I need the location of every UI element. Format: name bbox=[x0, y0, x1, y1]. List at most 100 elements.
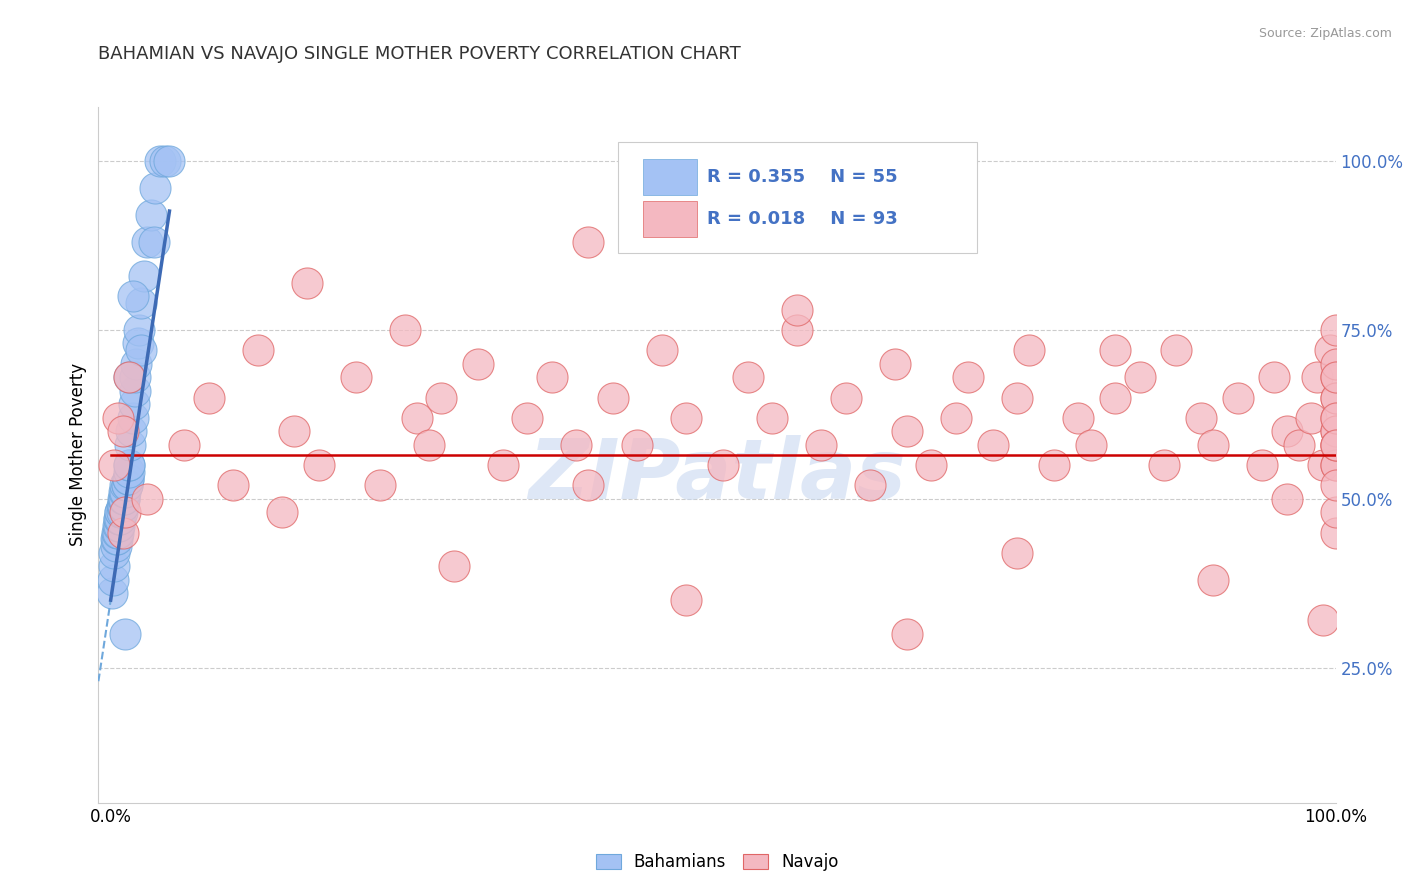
Point bbox=[136, 491, 159, 506]
Point bbox=[114, 485, 136, 500]
Point bbox=[118, 458, 141, 472]
Point bbox=[602, 391, 624, 405]
Text: BAHAMIAN VS NAVAJO SINGLE MOTHER POVERTY CORRELATION CHART: BAHAMIAN VS NAVAJO SINGLE MOTHER POVERTY… bbox=[98, 45, 741, 62]
Point bbox=[565, 438, 588, 452]
Point bbox=[117, 472, 139, 486]
Point bbox=[1005, 546, 1028, 560]
Point bbox=[142, 235, 165, 249]
Point bbox=[108, 512, 131, 526]
Point bbox=[129, 343, 152, 358]
Point bbox=[1324, 323, 1347, 337]
Point bbox=[118, 458, 141, 472]
Point bbox=[139, 208, 162, 222]
Point bbox=[675, 410, 697, 425]
Point bbox=[104, 539, 127, 553]
Point bbox=[118, 370, 141, 384]
Point bbox=[1104, 391, 1126, 405]
Point bbox=[1288, 438, 1310, 452]
Point bbox=[111, 499, 134, 513]
Point bbox=[1324, 370, 1347, 384]
Point bbox=[271, 505, 294, 519]
Point bbox=[103, 458, 125, 472]
Point bbox=[1202, 573, 1225, 587]
Point bbox=[115, 478, 138, 492]
Point bbox=[1251, 458, 1274, 472]
Point bbox=[108, 512, 131, 526]
Point bbox=[295, 276, 318, 290]
Point bbox=[896, 424, 918, 438]
Point bbox=[920, 458, 942, 472]
Point bbox=[308, 458, 330, 472]
Point bbox=[834, 391, 856, 405]
FancyBboxPatch shape bbox=[619, 142, 977, 253]
Point bbox=[112, 485, 135, 500]
Point bbox=[118, 465, 141, 479]
Y-axis label: Single Mother Poverty: Single Mother Poverty bbox=[69, 363, 87, 547]
Point bbox=[111, 525, 134, 540]
Point bbox=[128, 323, 150, 337]
Point bbox=[117, 472, 139, 486]
Point bbox=[344, 370, 367, 384]
Point bbox=[111, 505, 134, 519]
Point bbox=[1067, 410, 1090, 425]
Point bbox=[1129, 370, 1152, 384]
Point bbox=[1324, 438, 1347, 452]
Point bbox=[492, 458, 515, 472]
Point bbox=[1306, 370, 1329, 384]
Point bbox=[578, 478, 600, 492]
Point bbox=[121, 410, 143, 425]
Point bbox=[114, 505, 136, 519]
Point bbox=[1324, 410, 1347, 425]
Point bbox=[1275, 424, 1298, 438]
Text: R = 0.355    N = 55: R = 0.355 N = 55 bbox=[707, 169, 898, 186]
Point bbox=[1301, 410, 1323, 425]
Point bbox=[111, 491, 134, 506]
Point bbox=[467, 357, 489, 371]
Point bbox=[107, 410, 129, 425]
Point bbox=[540, 370, 562, 384]
Point bbox=[101, 586, 124, 600]
FancyBboxPatch shape bbox=[643, 159, 697, 195]
Point bbox=[1202, 438, 1225, 452]
FancyBboxPatch shape bbox=[643, 201, 697, 237]
Point bbox=[1324, 410, 1347, 425]
Point bbox=[105, 525, 128, 540]
Point bbox=[114, 478, 136, 492]
Point bbox=[1080, 438, 1102, 452]
Point bbox=[1319, 343, 1341, 358]
Point bbox=[115, 478, 138, 492]
Point bbox=[1324, 391, 1347, 405]
Legend: Bahamians, Navajo: Bahamians, Navajo bbox=[589, 847, 845, 878]
Point bbox=[1153, 458, 1175, 472]
Point bbox=[107, 519, 129, 533]
Point bbox=[1189, 410, 1212, 425]
Point bbox=[111, 499, 134, 513]
Point bbox=[136, 235, 159, 249]
Point bbox=[1312, 458, 1334, 472]
Point bbox=[153, 154, 176, 169]
Point bbox=[1018, 343, 1040, 358]
Point bbox=[1324, 505, 1347, 519]
Point bbox=[1324, 438, 1347, 452]
Point bbox=[104, 533, 127, 547]
Point bbox=[149, 154, 172, 169]
Point bbox=[1166, 343, 1188, 358]
Point bbox=[107, 525, 129, 540]
Point bbox=[394, 323, 416, 337]
Point bbox=[101, 573, 124, 587]
Point bbox=[859, 478, 882, 492]
Point bbox=[406, 410, 429, 425]
Point bbox=[957, 370, 980, 384]
Point bbox=[222, 478, 245, 492]
Point bbox=[368, 478, 391, 492]
Point bbox=[786, 302, 808, 317]
Point bbox=[1324, 424, 1347, 438]
Point bbox=[114, 627, 136, 641]
Point bbox=[122, 397, 145, 411]
Point bbox=[711, 458, 734, 472]
Point bbox=[1005, 391, 1028, 405]
Point bbox=[110, 512, 132, 526]
Point bbox=[159, 154, 181, 169]
Point bbox=[1324, 458, 1347, 472]
Point bbox=[1043, 458, 1066, 472]
